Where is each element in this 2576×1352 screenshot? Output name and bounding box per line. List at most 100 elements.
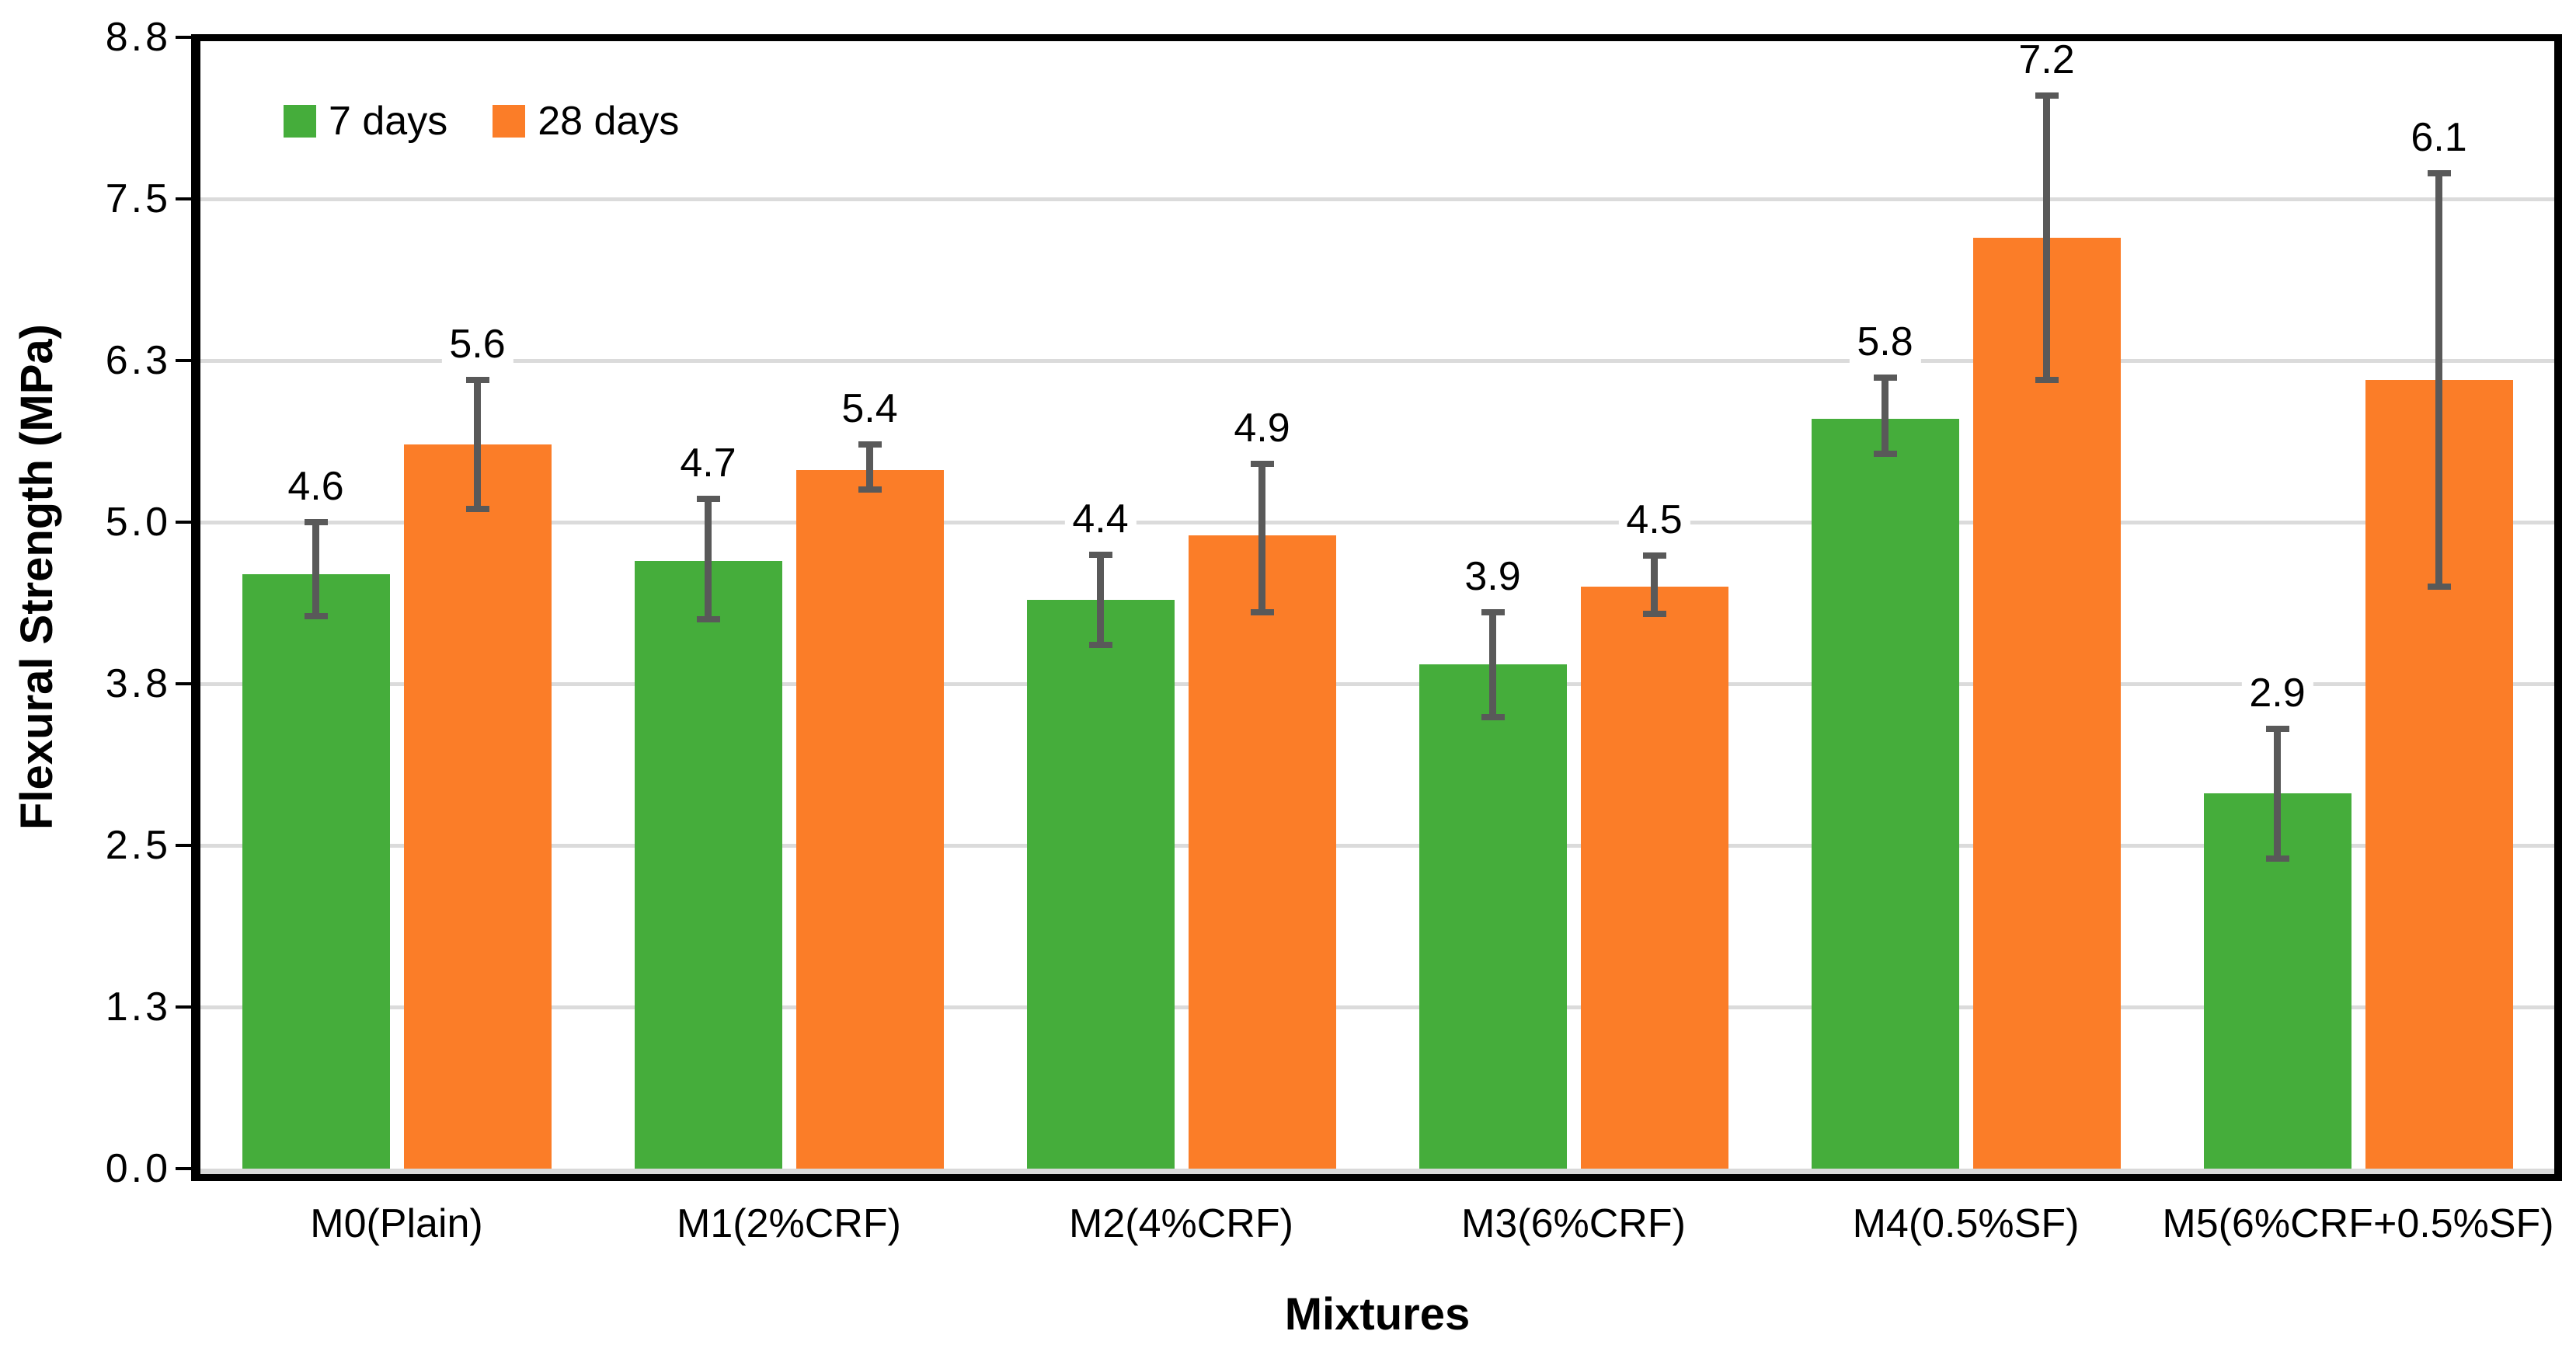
- bar-7-days-M0(Plain): [242, 573, 390, 1169]
- y-axis-tick: [176, 844, 193, 847]
- bar-value-label: 2.9: [2241, 670, 2313, 717]
- error-bar-line: [2274, 729, 2281, 859]
- x-category-label: M5(6%CRF+0.5%SF): [2162, 1201, 2554, 1246]
- legend-item-7-days: 7 days: [284, 98, 447, 145]
- bar-value-label: 5.8: [1849, 318, 1921, 365]
- error-bar-cap-top: [1088, 551, 1112, 558]
- error-bar-cap-top: [2427, 169, 2451, 176]
- x-axis-title: Mixtures: [1284, 1289, 1471, 1340]
- y-axis-tick: [176, 36, 193, 39]
- y-axis-tick: [176, 1005, 193, 1009]
- gridline: [200, 521, 2554, 524]
- error-bar-line: [705, 499, 712, 619]
- error-bar-cap-bottom: [304, 613, 328, 620]
- bar-value-label: 3.9: [1457, 553, 1529, 601]
- y-axis-tick: [176, 1167, 193, 1170]
- plot-border-left: [191, 34, 200, 1181]
- legend-swatch-icon: [493, 105, 526, 138]
- error-bar-cap-bottom: [1088, 642, 1112, 649]
- error-bar-line: [2043, 95, 2050, 380]
- error-bar-cap-top: [2035, 92, 2059, 99]
- y-tick-label: 0.0: [105, 1146, 171, 1191]
- y-tick-label: 1.3: [105, 984, 171, 1030]
- error-bar-cap-top: [2265, 726, 2289, 733]
- y-axis-tick: [176, 197, 193, 200]
- error-bar-cap-bottom: [2265, 855, 2289, 862]
- legend-label: 7 days: [329, 99, 448, 144]
- y-tick-label: 7.5: [105, 176, 171, 221]
- error-bar-line: [312, 522, 319, 617]
- bar-value-label: 4.4: [1064, 495, 1137, 542]
- error-bar-cap-bottom: [2035, 376, 2059, 383]
- gridline: [200, 359, 2554, 363]
- error-bar-cap-top: [1481, 609, 1505, 616]
- y-tick-label: 5.0: [105, 500, 171, 545]
- error-bar-line: [1882, 377, 1888, 454]
- bar-28-days-M2(4%CRF): [1188, 535, 1336, 1169]
- bar-value-label: 5.4: [834, 385, 906, 433]
- plot-border-right: [2554, 34, 2562, 1181]
- error-bar-line: [866, 444, 873, 490]
- error-bar-cap-top: [858, 441, 882, 448]
- bar-28-days-M3(6%CRF): [1580, 587, 1728, 1169]
- error-bar-cap-top: [1642, 552, 1666, 559]
- legend-label: 28 days: [538, 99, 680, 144]
- gridline: [200, 844, 2554, 848]
- gridline: [200, 682, 2554, 686]
- x-category-label: M1(2%CRF): [677, 1201, 901, 1246]
- legend: 7 days 28 days: [284, 98, 724, 145]
- legend-item-28-days: 28 days: [493, 98, 679, 145]
- error-bar-line: [2435, 172, 2442, 587]
- bar-value-label: 5.6: [441, 320, 513, 368]
- bar-value-label: 4.9: [1226, 405, 1298, 452]
- y-tick-label: 3.8: [105, 661, 171, 706]
- error-bar-line: [1258, 464, 1265, 613]
- error-bar-line: [1097, 554, 1104, 646]
- error-bar-cap-top: [465, 376, 489, 383]
- plot-border-bottom: [191, 1174, 2562, 1181]
- bar-7-days-M2(4%CRF): [1026, 599, 1175, 1169]
- y-axis-tick: [176, 359, 193, 362]
- error-bar-cap-top: [696, 496, 720, 503]
- bar-28-days-M0(Plain): [403, 444, 552, 1169]
- y-tick-label: 8.8: [105, 15, 171, 60]
- bar-value-label: 6.1: [2403, 113, 2475, 161]
- error-bar-cap-bottom: [1481, 714, 1505, 721]
- error-bar-line: [1489, 612, 1496, 718]
- bar-28-days-M1(2%CRF): [795, 470, 944, 1169]
- error-bar-cap-bottom: [1250, 609, 1274, 616]
- plot-border-top: [191, 34, 2562, 41]
- error-bar-cap-top: [304, 519, 328, 525]
- x-axis-baseline-strip: [200, 1169, 2554, 1174]
- y-tick-label: 6.3: [105, 338, 171, 383]
- gridline: [200, 1005, 2554, 1009]
- bar-7-days-M4(0.5%SF): [1811, 418, 1959, 1169]
- y-tick-label: 2.5: [105, 823, 171, 868]
- bar-value-label: 4.7: [672, 440, 744, 487]
- x-category-label: M4(0.5%SF): [1852, 1201, 2080, 1246]
- bar-7-days-M3(6%CRF): [1419, 664, 1567, 1169]
- gridline: [200, 197, 2554, 201]
- error-bar-cap-top: [1250, 461, 1274, 468]
- bar-value-label: 4.6: [280, 463, 352, 510]
- y-axis-tick: [176, 521, 193, 524]
- bar-28-days-M4(0.5%SF): [1972, 237, 2121, 1169]
- legend-swatch-icon: [284, 105, 316, 138]
- bar-7-days-M1(2%CRF): [634, 560, 782, 1169]
- y-axis-title: Flexural Strength (MPa): [12, 324, 62, 830]
- error-bar-cap-bottom: [1642, 611, 1666, 618]
- error-bar-cap-bottom: [2427, 584, 2451, 591]
- error-bar-cap-bottom: [1873, 450, 1897, 457]
- bar-value-label: 7.2: [2010, 36, 2083, 83]
- error-bar-cap-top: [1873, 374, 1897, 381]
- error-bar-line: [1651, 556, 1658, 615]
- bar-value-label: 4.5: [1618, 497, 1690, 544]
- error-bar-line: [474, 379, 481, 510]
- y-axis-tick: [176, 682, 193, 685]
- x-category-label: M2(4%CRF): [1069, 1201, 1293, 1246]
- x-category-label: M3(6%CRF): [1461, 1201, 1686, 1246]
- x-category-label: M0(Plain): [310, 1201, 483, 1246]
- error-bar-cap-bottom: [465, 506, 489, 513]
- error-bar-cap-bottom: [696, 615, 720, 622]
